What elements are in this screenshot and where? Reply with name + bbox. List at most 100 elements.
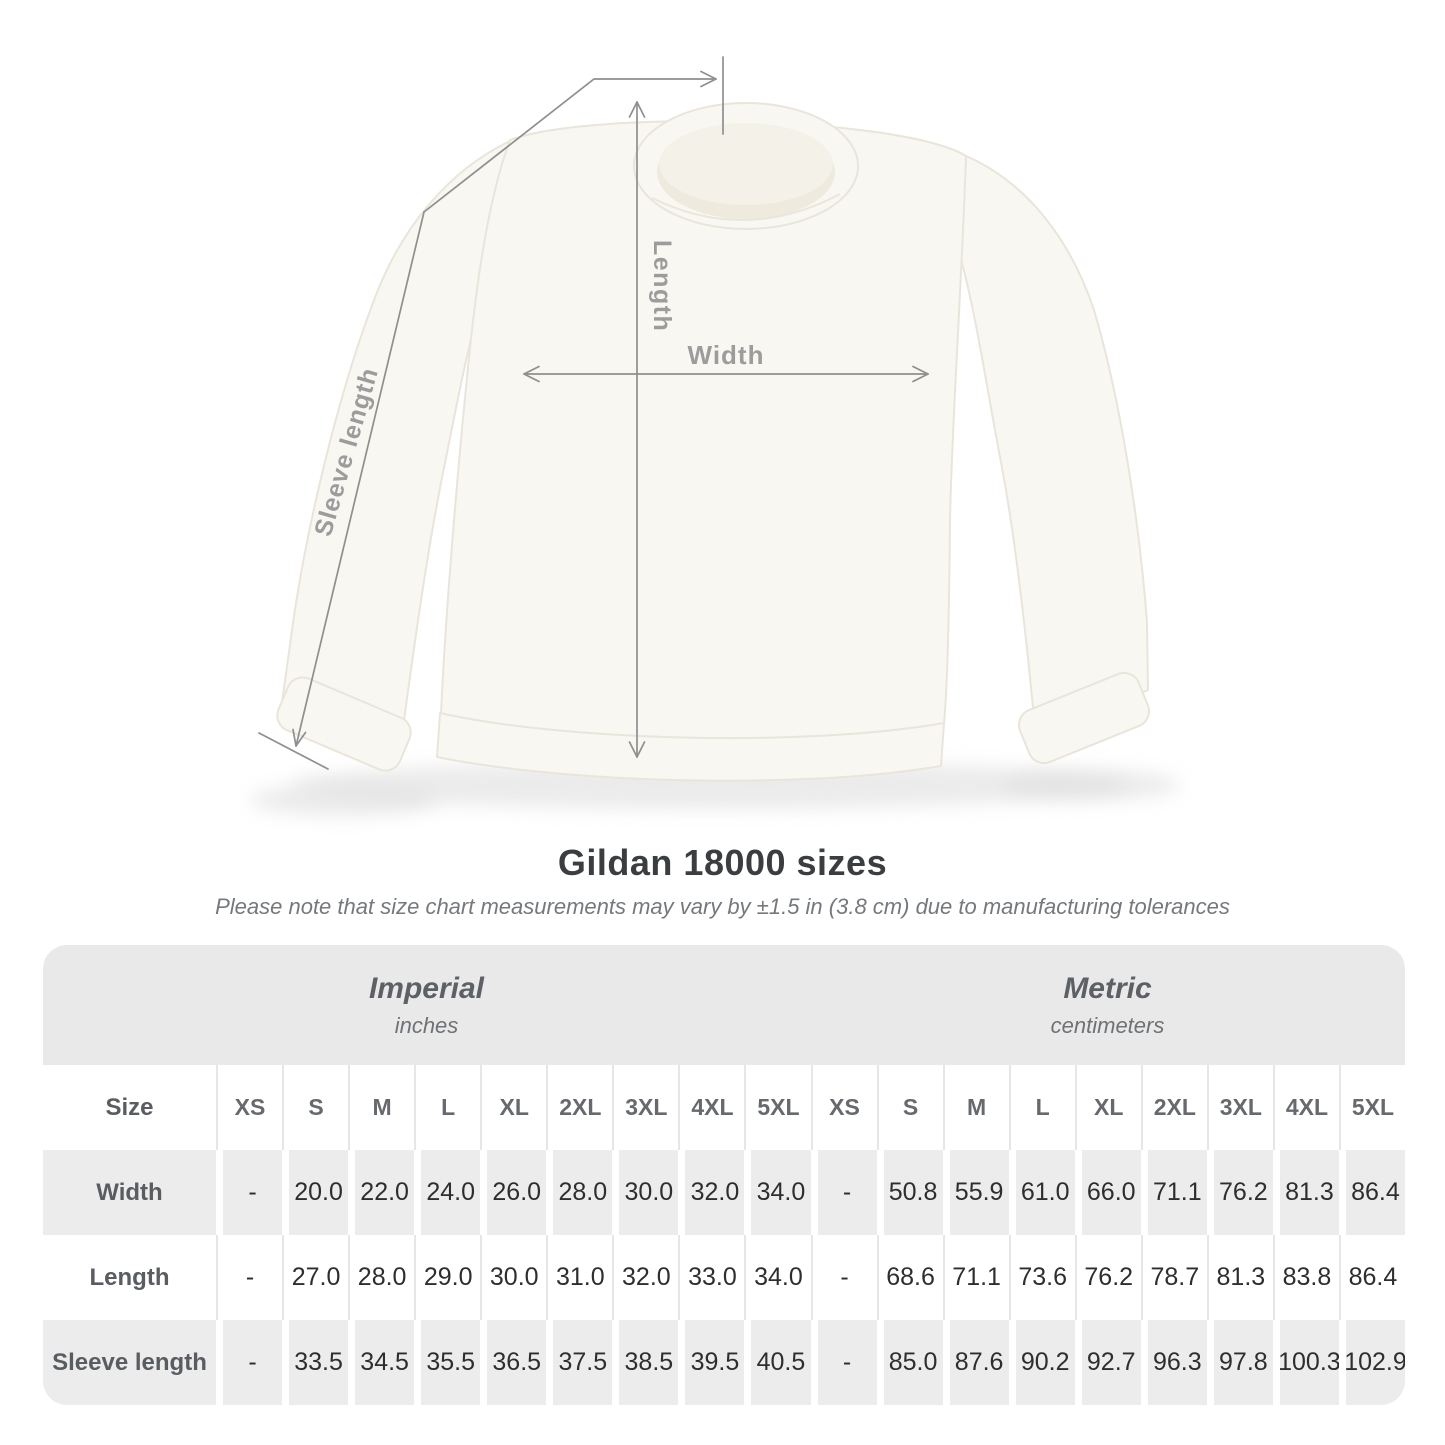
metric-value-cell: 86.4 <box>1338 1235 1405 1320</box>
metric-value-cell: 71.1 <box>1140 1150 1207 1235</box>
imperial-size-column-header: XL <box>480 1065 546 1150</box>
imperial-group-title: Imperial <box>368 971 485 1005</box>
imperial-size-column-header: 2XL <box>546 1065 612 1150</box>
metric-size-column-header: 5XL <box>1338 1065 1405 1150</box>
heading-block: Gildan 18000 sizes Please note that size… <box>0 841 1445 920</box>
sweatshirt-illustration <box>250 56 1180 816</box>
measurement-row-label: Length <box>89 1263 170 1291</box>
imperial-value-cell: 39.5 <box>678 1320 745 1405</box>
sleeve-measure-line <box>258 56 724 770</box>
sweatshirt <box>276 102 1151 782</box>
imperial-value-cell: 30.0 <box>480 1235 546 1320</box>
imperial-value-cell: 38.5 <box>612 1320 679 1405</box>
imperial-value-cell: - <box>216 1235 282 1320</box>
metric-value-cell: - <box>810 1150 877 1235</box>
metric-value-cell: 100.3 <box>1272 1320 1339 1405</box>
metric-value-cell: 81.3 <box>1272 1150 1339 1235</box>
metric-value-cell: 90.2 <box>1008 1320 1075 1405</box>
width-measure-label: Width <box>687 340 765 370</box>
imperial-size-column-header: 3XL <box>612 1065 678 1150</box>
tolerance-note: Please note that size chart measurements… <box>215 894 1230 919</box>
imperial-value-cell: 33.0 <box>678 1235 744 1320</box>
imperial-value-cell: 32.0 <box>678 1150 745 1235</box>
unit-group-header-row: Imperial inches Metric centimeters <box>43 945 1405 1065</box>
metric-value-cell: 97.8 <box>1206 1320 1273 1405</box>
imperial-value-cell: 26.0 <box>480 1150 547 1235</box>
metric-value-cell: 87.6 <box>942 1320 1009 1405</box>
imperial-size-column-header: 5XL <box>744 1065 810 1150</box>
sleeve-measure-arrowheads <box>292 70 717 747</box>
metric-group-unit: centimeters <box>1050 1012 1165 1038</box>
metric-value-cell: 66.0 <box>1074 1150 1141 1235</box>
size-table-rows: Width -20.0 22.0 24.0 26.0 28.0 30.0 32.0 34.0-5… <box>43 1150 1405 1405</box>
metric-value-cell: 102.9 <box>1338 1320 1405 1405</box>
metric-value-cell: 85.0 <box>876 1320 943 1405</box>
measurement-row: Sleeve length -33.5 34.5 35.5 36.5 37.5 38.5 39… <box>43 1320 1405 1405</box>
imperial-group-header: Imperial inches <box>43 945 810 1065</box>
imperial-value-cell: 37.5 <box>546 1320 613 1405</box>
metric-value-cell: 61.0 <box>1008 1150 1075 1235</box>
metric-size-column-header: XL <box>1074 1065 1141 1150</box>
metric-size-column-header: S <box>876 1065 943 1150</box>
imperial-value-cell: 30.0 <box>612 1150 679 1235</box>
imperial-group-unit: inches <box>394 1012 459 1038</box>
page-title: Gildan 18000 sizes <box>557 842 888 883</box>
sweatshirt-right-cuff <box>1017 671 1151 765</box>
imperial-value-cell: 28.0 <box>348 1235 414 1320</box>
imperial-value-cell: 27.0 <box>282 1235 348 1320</box>
metric-value-cell: 78.7 <box>1140 1235 1207 1320</box>
metric-size-column-header: 2XL <box>1140 1065 1207 1150</box>
measurement-row-label: Sleeve length <box>43 1320 216 1405</box>
length-measure-arrowheads <box>628 101 646 758</box>
metric-size-column-header: XS <box>810 1065 877 1150</box>
imperial-value-cell: 29.0 <box>414 1235 480 1320</box>
imperial-size-column-header: M <box>348 1065 414 1150</box>
imperial-value-cell: 20.0 <box>282 1150 349 1235</box>
measurement-row-label: Width <box>43 1150 216 1235</box>
metric-value-cell: 71.1 <box>942 1235 1009 1320</box>
imperial-value-cell: 32.0 <box>612 1235 678 1320</box>
size-header-row: Size XS S M L XL 2XL 3XL 4XL 5XL XS S M L XL 2XL 3XL 4XL 5… <box>43 1065 1405 1150</box>
metric-value-cell: 81.3 <box>1206 1235 1273 1320</box>
imperial-value-cell: 35.5 <box>414 1320 481 1405</box>
sweatshirt-collar <box>633 102 859 230</box>
imperial-value-cell: - <box>216 1320 283 1405</box>
imperial-value-cell: 31.0 <box>546 1235 612 1320</box>
metric-value-cell: 96.3 <box>1140 1320 1207 1405</box>
metric-value-cell: 73.6 <box>1008 1235 1075 1320</box>
measurement-row: Length -27.0 28.0 29.0 30.0 31.0 32.0 33.0 34.0-… <box>43 1235 1405 1320</box>
imperial-value-cell: 36.5 <box>480 1320 547 1405</box>
imperial-value-cell: 34.5 <box>348 1320 415 1405</box>
imperial-value-cell: 34.0 <box>744 1235 810 1320</box>
metric-value-cell: 76.2 <box>1074 1235 1141 1320</box>
metric-group-header: Metric centimeters <box>810 945 1405 1065</box>
sweatshirt-right-sleeve <box>959 155 1149 739</box>
metric-value-cell: 83.8 <box>1272 1235 1339 1320</box>
metric-value-cell: - <box>810 1320 877 1405</box>
imperial-value-cell: 22.0 <box>348 1150 415 1235</box>
metric-value-cell: 92.7 <box>1074 1320 1141 1405</box>
imperial-size-column-header: L <box>414 1065 480 1150</box>
metric-value-cell: 86.4 <box>1338 1150 1405 1235</box>
sweatshirt-measurement-diagram: Length Width Sleeve length <box>250 56 1180 816</box>
metric-size-column-header: 3XL <box>1206 1065 1273 1150</box>
metric-size-column-header: L <box>1008 1065 1075 1150</box>
metric-value-cell: 50.8 <box>876 1150 943 1235</box>
imperial-value-cell: 24.0 <box>414 1150 481 1235</box>
length-measure-label: Length <box>648 240 676 333</box>
metric-size-column-header: 4XL <box>1272 1065 1339 1150</box>
imperial-value-cell: 28.0 <box>546 1150 613 1235</box>
imperial-size-column-header: S <box>282 1065 348 1150</box>
imperial-value-cell: 40.5 <box>744 1320 811 1405</box>
width-measure-arrowheads <box>523 365 929 383</box>
size-table: Imperial inches Metric centimeters Size X… <box>43 945 1405 1405</box>
metric-size-column-header: M <box>942 1065 1009 1150</box>
size-row-title: Size <box>105 1093 154 1121</box>
imperial-value-cell: 33.5 <box>282 1320 349 1405</box>
sweatshirt-left-cuff <box>276 676 412 772</box>
imperial-size-column-header: 4XL <box>678 1065 744 1150</box>
metric-value-cell: 76.2 <box>1206 1150 1273 1235</box>
metric-value-cell: - <box>810 1235 877 1320</box>
metric-value-cell: 55.9 <box>942 1150 1009 1235</box>
measurement-row: Width -20.0 22.0 24.0 26.0 28.0 30.0 32.0 34.0-5… <box>43 1150 1405 1235</box>
